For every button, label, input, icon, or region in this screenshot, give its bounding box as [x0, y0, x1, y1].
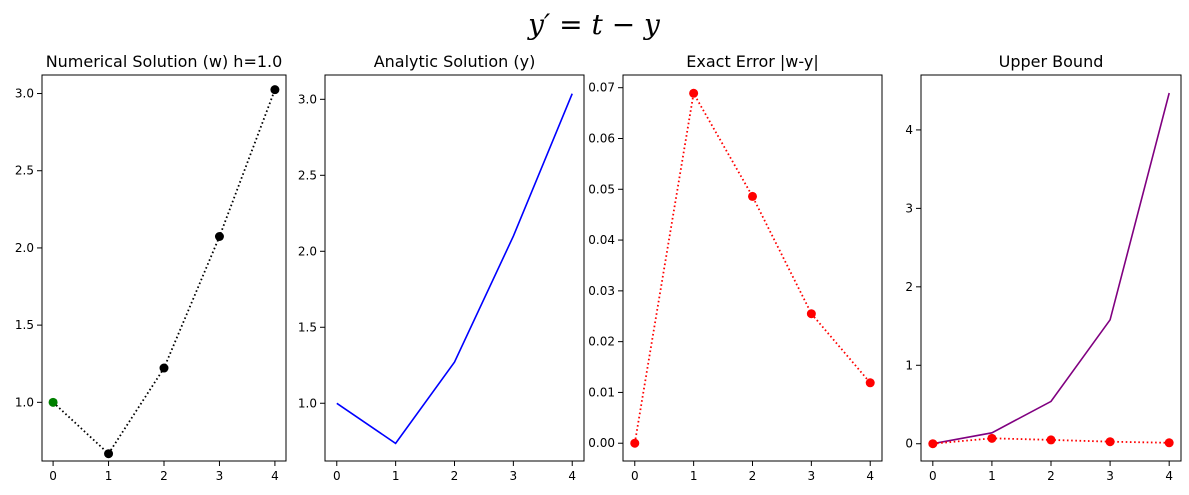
subplot-title: Numerical Solution (w) h=1.0: [46, 52, 283, 71]
x-tick-label: 0: [631, 469, 639, 483]
data-point: [689, 88, 699, 98]
figure-suptitle: y′ = t − y: [526, 8, 661, 41]
x-tick-label: 2: [160, 469, 168, 483]
y-tick-label: 1.5: [15, 318, 34, 332]
series-line-1: [633, 90, 871, 444]
data-point: [104, 449, 114, 459]
series-line-1: [932, 92, 1170, 445]
data-point: [1164, 438, 1174, 448]
y-tick-label: 2: [905, 280, 913, 294]
subplot-1: Numerical Solution (w) h=1.0 0 1 2 3 4 1.0 1.5 2…: [15, 52, 287, 483]
axes-frame: [41, 74, 287, 462]
y-tick-label: 2.0: [298, 244, 317, 258]
x-tick-label: 1: [105, 469, 113, 483]
subplot-title: Exact Error |w-y|: [686, 52, 818, 71]
x-tick-label: 1: [988, 469, 996, 483]
y-tick-label: 2.5: [15, 164, 34, 178]
series-line-1: [336, 93, 573, 445]
x-tick-label: 0: [333, 469, 341, 483]
x-tick-label: 4: [568, 469, 576, 483]
x-tick-label: 0: [49, 469, 57, 483]
axes-frame: [920, 74, 1182, 462]
y-tick-label: 0.06: [588, 131, 615, 145]
y-tick-label: 0.00: [588, 436, 615, 450]
data-point: [270, 85, 280, 95]
x-tick-label: 3: [510, 469, 518, 483]
y-tick-label: 1.0: [298, 396, 317, 410]
data-point: [987, 433, 997, 443]
y-tick-label: 1.5: [298, 320, 317, 334]
y-tick-label: 3.0: [15, 87, 34, 101]
x-tick-label: 4: [1165, 469, 1173, 483]
data-point: [865, 378, 875, 388]
y-tick-label: 0.07: [588, 81, 615, 95]
data-point: [214, 232, 224, 242]
y-tick-label: 3: [905, 201, 913, 215]
data-point: [806, 309, 816, 319]
data-point: [748, 191, 757, 201]
data-point: [928, 439, 938, 449]
y-tick-label: 2.5: [298, 168, 317, 182]
x-tick-label: 4: [271, 469, 279, 483]
data-point: [159, 363, 169, 373]
subplot-title: Analytic Solution (y): [374, 52, 536, 71]
subplot-3: Exact Error |w-y| 0 1 2 3 4 0.00 0.01 0.02 0.03 0.…: [588, 52, 883, 483]
data-point: [630, 438, 640, 448]
subplot-2: Analytic Solution (y) 0 1 2 3 4 1.0 1.5 2.0 2.5 3.…: [298, 52, 585, 483]
axes-frame: [622, 74, 883, 462]
data-point: [1105, 437, 1115, 447]
y-tick-label: 1.0: [15, 395, 34, 409]
subplot-4: Upper Bound 0 1 2 3 4 0 1 2 3 4: [905, 52, 1182, 483]
x-tick-label: 1: [392, 469, 400, 483]
x-tick-label: 1: [690, 469, 698, 483]
x-tick-label: 2: [1047, 469, 1055, 483]
x-tick-label: 0: [929, 469, 937, 483]
y-tick-label: 0.03: [588, 284, 615, 298]
y-tick-label: 0.05: [588, 182, 615, 196]
y-tick-label: 0: [905, 437, 913, 451]
data-point: [1046, 435, 1056, 445]
y-tick-label: 0.01: [588, 385, 615, 399]
y-tick-label: 0.04: [588, 233, 615, 247]
y-tick-label: 0.02: [588, 335, 615, 349]
axes-frame: [324, 74, 585, 462]
x-tick-label: 3: [216, 469, 224, 483]
series-line-1: [52, 89, 276, 456]
subplot-title: Upper Bound: [999, 52, 1104, 71]
y-tick-label: 2.0: [15, 241, 34, 255]
x-tick-label: 3: [808, 469, 816, 483]
x-tick-label: 2: [749, 469, 757, 483]
x-tick-label: 2: [451, 469, 459, 483]
x-tick-label: 3: [1106, 469, 1114, 483]
y-tick-label: 1: [905, 358, 913, 372]
data-point: [48, 397, 58, 407]
x-tick-label: 4: [866, 469, 874, 483]
y-tick-label: 4: [905, 123, 913, 137]
y-tick-label: 3.0: [298, 92, 317, 106]
